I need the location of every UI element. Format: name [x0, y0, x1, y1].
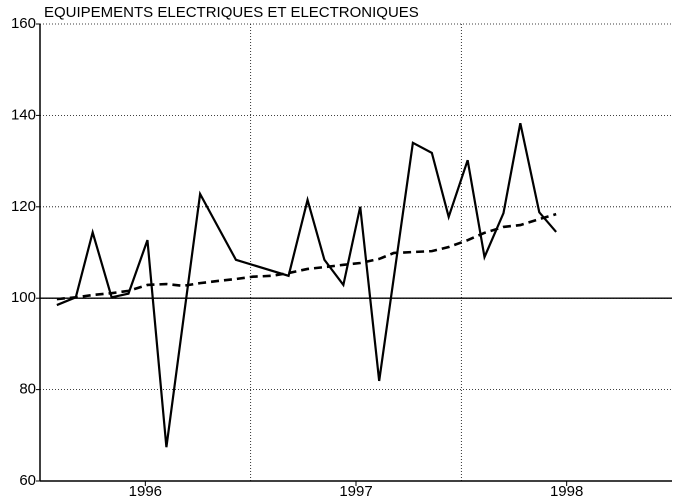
x-tick-label: 1998	[550, 483, 583, 500]
line-series	[56, 212, 557, 301]
y-tick-label: 160	[11, 15, 36, 32]
line-series	[56, 122, 557, 448]
y-tick-label: 120	[11, 198, 36, 215]
y-tick-label: 60	[19, 472, 36, 489]
y-tick-label: 80	[19, 381, 36, 398]
x-tick-label: 1997	[339, 483, 372, 500]
y-tick-label: 100	[11, 289, 36, 306]
chart-title: EQUIPEMENTS ELECTRIQUES ET ELECTRONIQUES	[44, 4, 419, 21]
x-tick-label: 1996	[129, 483, 162, 500]
y-tick-label: 140	[11, 106, 36, 123]
